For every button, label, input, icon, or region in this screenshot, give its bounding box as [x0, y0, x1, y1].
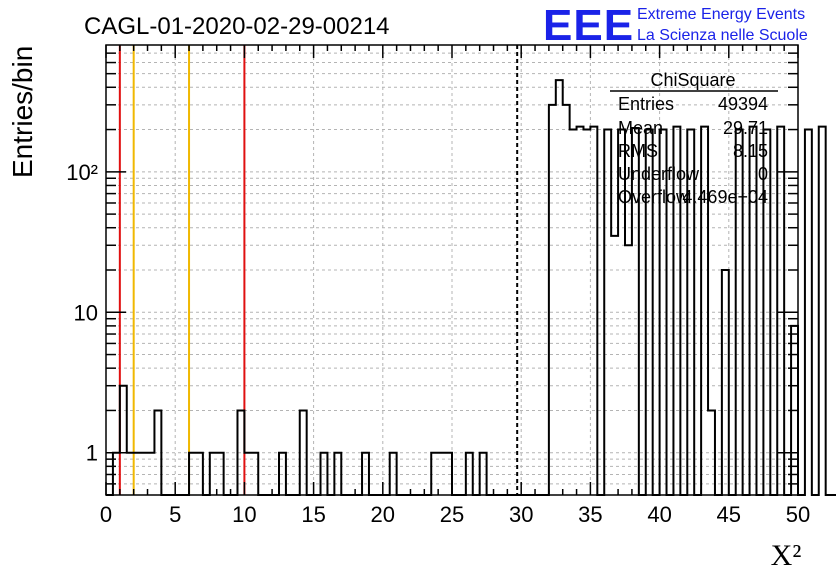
stat-value-underflow: 0: [758, 164, 768, 184]
x-tick-label: 45: [717, 502, 741, 527]
y-axis-label: Entries/bin: [7, 46, 38, 178]
stats-box: ChiSquare Entries 49394 Mean 29.71 RMS 8…: [610, 70, 778, 207]
eee-logo-line1: Extreme Energy Events: [637, 6, 805, 23]
y-tick-label: 1: [86, 441, 98, 466]
eee-logo: EEE Extreme Energy Events La Scienza nel…: [543, 1, 808, 50]
stat-value-rms: 8.15: [733, 141, 768, 161]
y-tick-label: 10²: [66, 160, 98, 185]
histogram-step-line: [106, 79, 836, 496]
x-axis-ticks: 0 5 10 15 20 25 30 35 40 45 50: [100, 45, 810, 527]
x-tick-label: 10: [232, 502, 256, 527]
x-tick-label: 15: [301, 502, 325, 527]
stats-box-title: ChiSquare: [650, 70, 735, 90]
x-tick-label: 0: [100, 502, 112, 527]
x-tick-label: 40: [647, 502, 671, 527]
x-tick-label: 20: [371, 502, 395, 527]
eee-logo-mark: EEE: [543, 1, 634, 50]
eee-logo-line2: La Scienza nelle Scuole: [637, 27, 808, 44]
x-tick-label: 50: [786, 502, 810, 527]
x-tick-label: 35: [578, 502, 602, 527]
stat-label-entries: Entries: [618, 94, 674, 114]
stat-value-overflow: 4.469e+04: [682, 187, 768, 207]
stat-label-underflow: Underflow: [618, 164, 700, 184]
grid-lines: [106, 45, 798, 495]
y-axis-ticks: 1 10 10²: [66, 52, 798, 485]
x-axis-label: X²: [771, 539, 802, 572]
stat-label-mean: Mean: [618, 118, 663, 138]
x-tick-label: 30: [509, 502, 533, 527]
stat-label-overflow: Overflow: [618, 187, 690, 207]
stat-value-mean: 29.71: [723, 118, 768, 138]
stat-value-entries: 49394: [718, 94, 768, 114]
chart-title: CAGL-01-2020-02-29-00214: [84, 13, 390, 40]
x-tick-label: 25: [440, 502, 464, 527]
x-tick-label: 5: [169, 502, 181, 527]
y-tick-label: 10: [74, 300, 98, 325]
stat-label-rms: RMS: [618, 141, 658, 161]
